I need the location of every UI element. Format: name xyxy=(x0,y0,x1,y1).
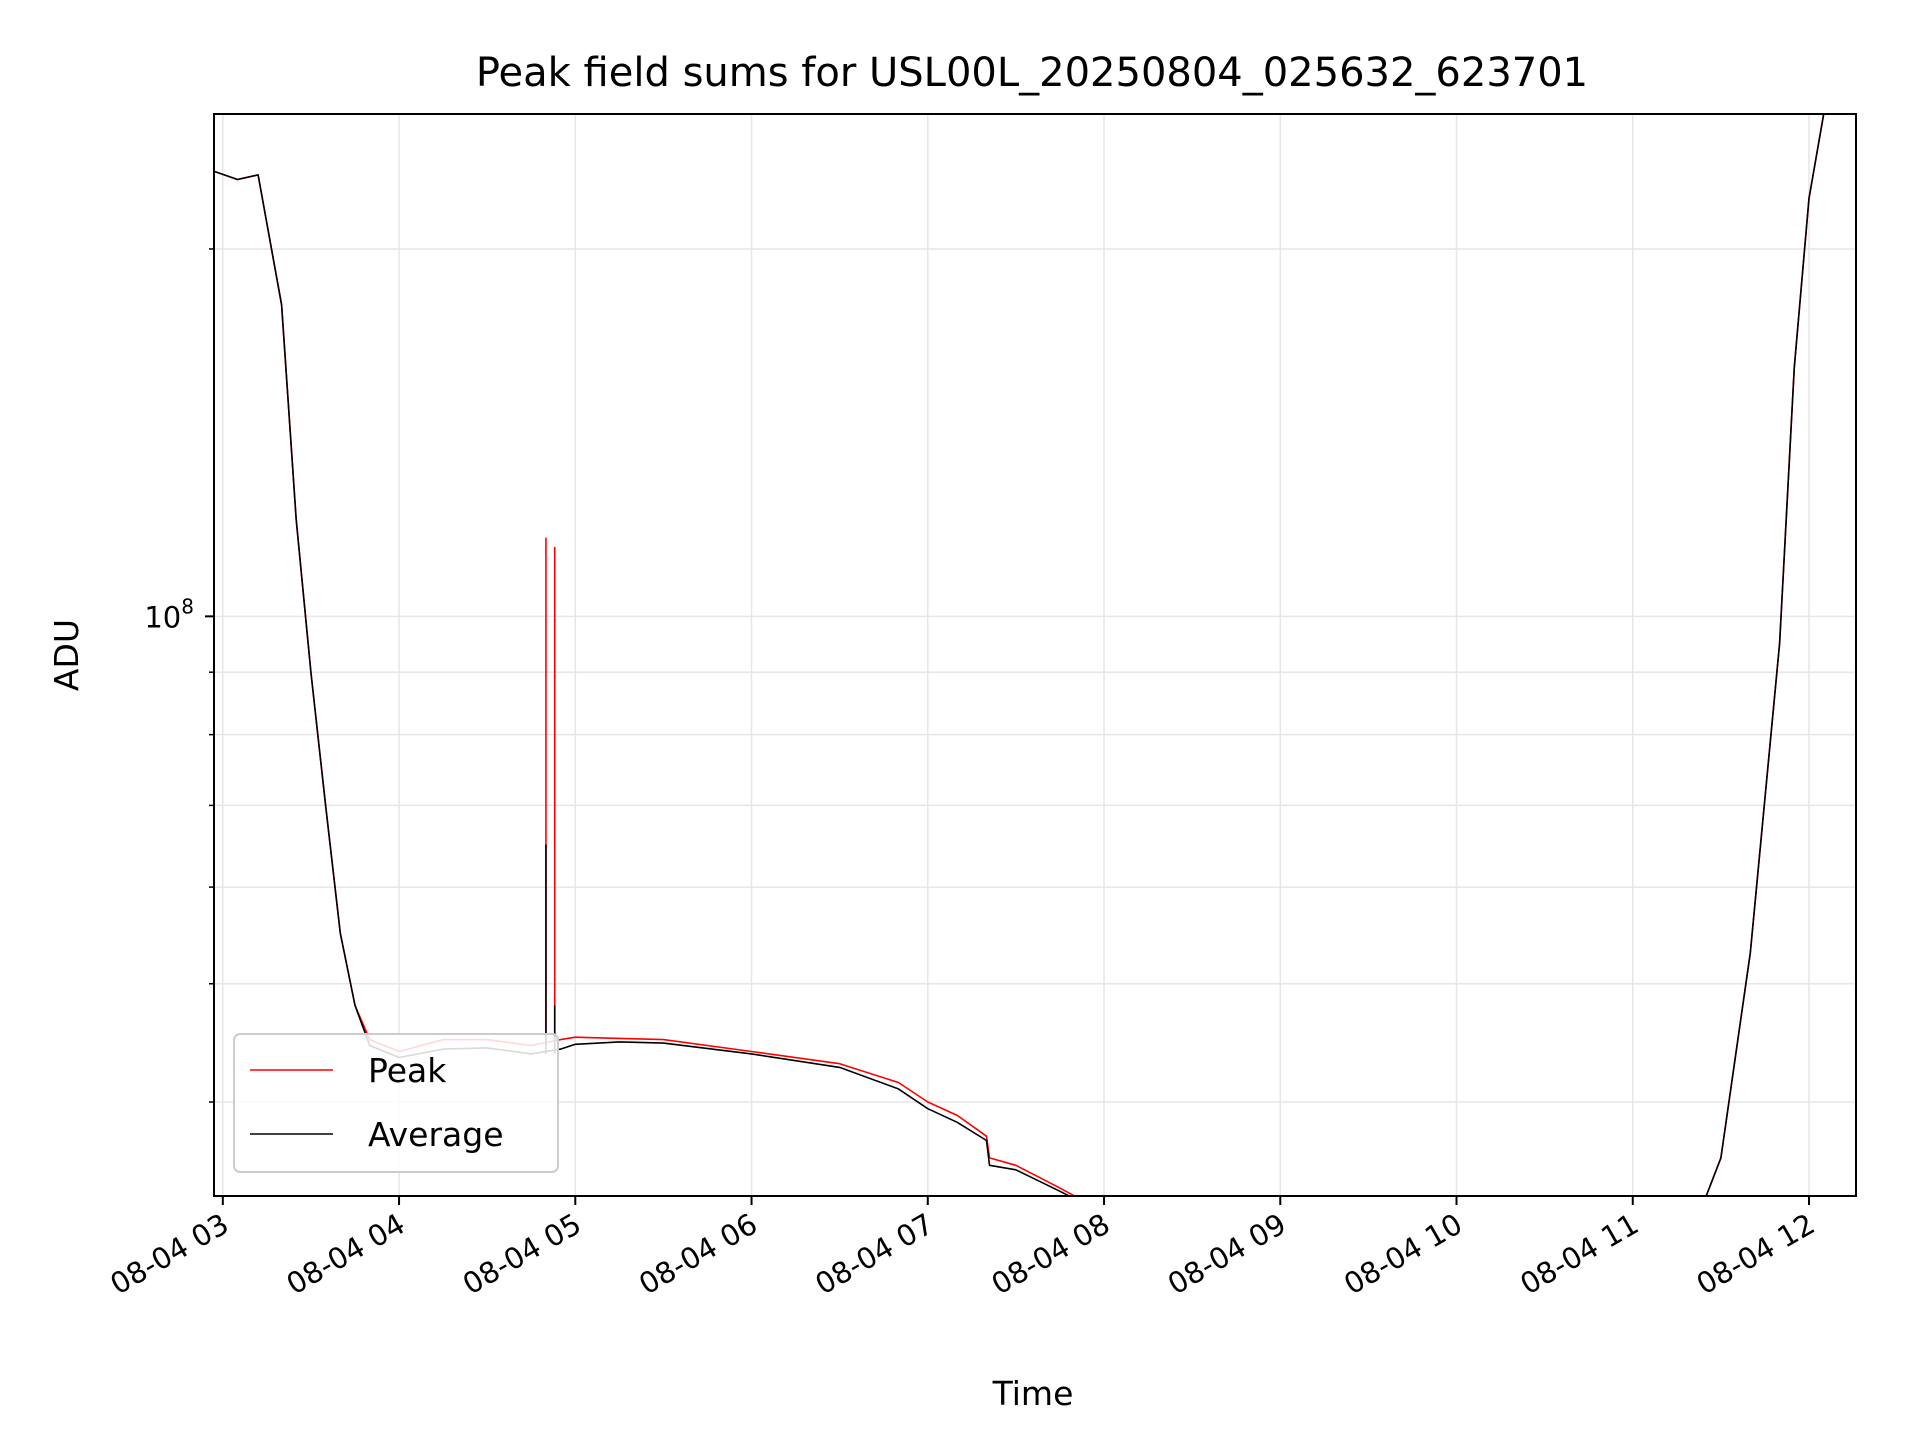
chart-title: Peak field sums for USL00L_20250804_0256… xyxy=(476,50,1588,96)
plot-frame xyxy=(213,113,1857,1197)
series-average-line xyxy=(214,114,1825,1196)
grid xyxy=(214,114,1856,1196)
legend: Peak Average xyxy=(233,1033,559,1173)
legend-box xyxy=(233,1033,559,1173)
y-tick-label: 108 xyxy=(144,594,194,634)
y-axis-ticks: 108 xyxy=(144,248,214,1103)
x-axis-label: Time xyxy=(992,1374,1074,1413)
y-tick-label-exponent: 8 xyxy=(181,594,194,618)
legend-peak-label: Peak xyxy=(368,1051,447,1090)
series-layer xyxy=(214,114,1825,1196)
y-tick-label-base: 10 xyxy=(144,600,181,634)
legend-average-label: Average xyxy=(368,1115,504,1154)
y-axis-label: ADU xyxy=(47,619,86,691)
